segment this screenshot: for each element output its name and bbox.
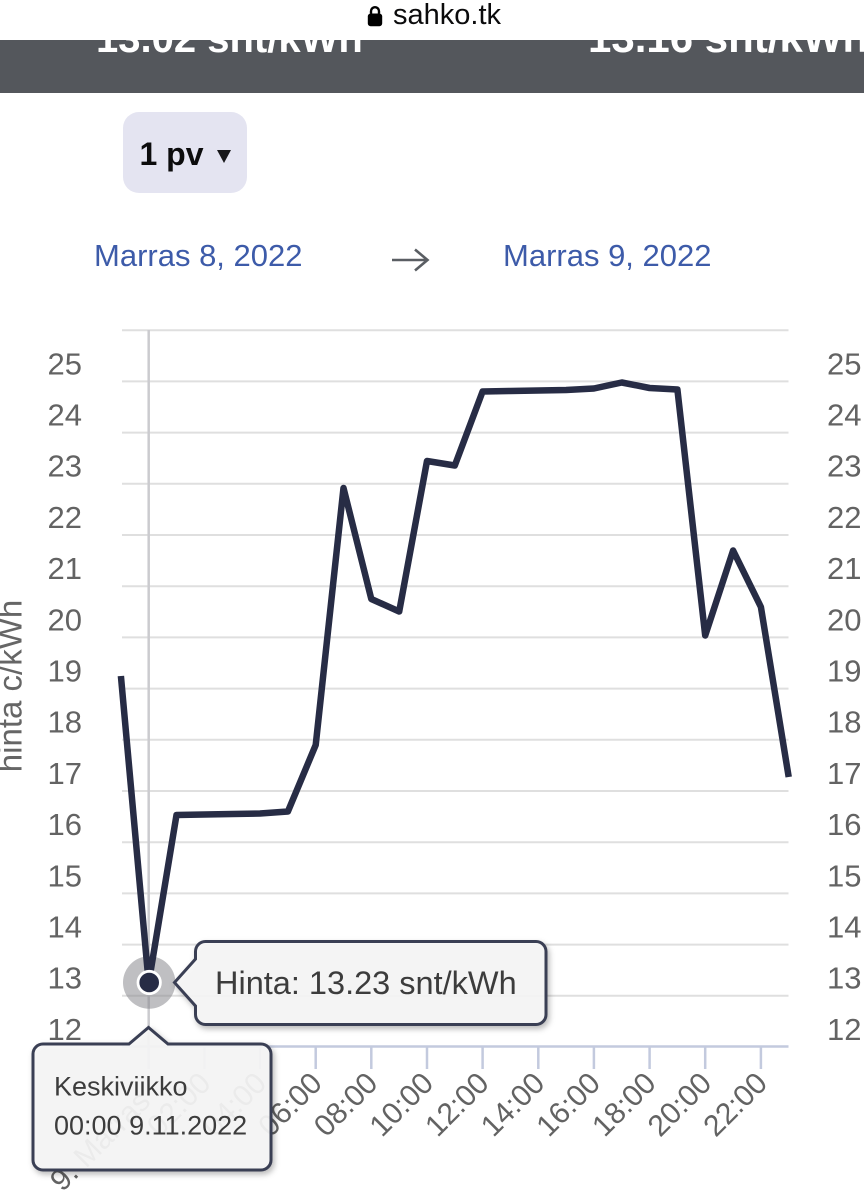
svg-text:22: 22	[827, 500, 861, 535]
svg-text:20: 20	[48, 602, 82, 637]
svg-text:16: 16	[827, 807, 861, 842]
svg-text:18:00: 18:00	[586, 1067, 662, 1143]
svg-text:10:00: 10:00	[364, 1067, 440, 1143]
svg-text:24: 24	[48, 398, 82, 433]
svg-text:23: 23	[827, 449, 861, 484]
svg-text:14: 14	[48, 910, 82, 945]
svg-text:19: 19	[827, 654, 861, 689]
svg-text:19: 19	[48, 654, 82, 689]
svg-text:22: 22	[48, 500, 82, 535]
svg-text:08:00: 08:00	[308, 1067, 384, 1143]
svg-text:20:00: 20:00	[642, 1067, 718, 1143]
svg-text:00:00 9.11.2022: 00:00 9.11.2022	[54, 1111, 247, 1141]
svg-text:16: 16	[48, 807, 82, 842]
svg-text:23: 23	[48, 449, 82, 484]
svg-text:16:00: 16:00	[530, 1067, 606, 1143]
svg-text:12: 12	[48, 1012, 82, 1047]
svg-text:13: 13	[48, 961, 82, 996]
svg-text:21: 21	[827, 551, 861, 586]
svg-text:25: 25	[827, 346, 861, 381]
svg-text:17: 17	[827, 756, 861, 791]
svg-text:hinta c/kWh: hinta c/kWh	[0, 600, 29, 772]
svg-text:12:00: 12:00	[419, 1067, 495, 1143]
svg-text:13: 13	[827, 961, 861, 996]
svg-text:24: 24	[827, 398, 861, 433]
svg-text:17: 17	[48, 756, 82, 791]
svg-text:15: 15	[48, 858, 82, 893]
svg-text:Keskiviikko: Keskiviikko	[54, 1072, 188, 1102]
svg-text:14: 14	[827, 910, 861, 945]
svg-text:18: 18	[48, 705, 82, 740]
svg-text:21: 21	[48, 551, 82, 586]
svg-text:20: 20	[827, 602, 861, 637]
svg-text:15: 15	[827, 858, 861, 893]
svg-text:Hinta: 13.23 snt/kWh: Hinta: 13.23 snt/kWh	[215, 965, 517, 1001]
svg-text:14:00: 14:00	[475, 1067, 551, 1143]
svg-text:22:00: 22:00	[697, 1067, 773, 1143]
svg-text:12: 12	[827, 1012, 861, 1047]
svg-text:25: 25	[48, 346, 82, 381]
svg-text:18: 18	[827, 705, 861, 740]
